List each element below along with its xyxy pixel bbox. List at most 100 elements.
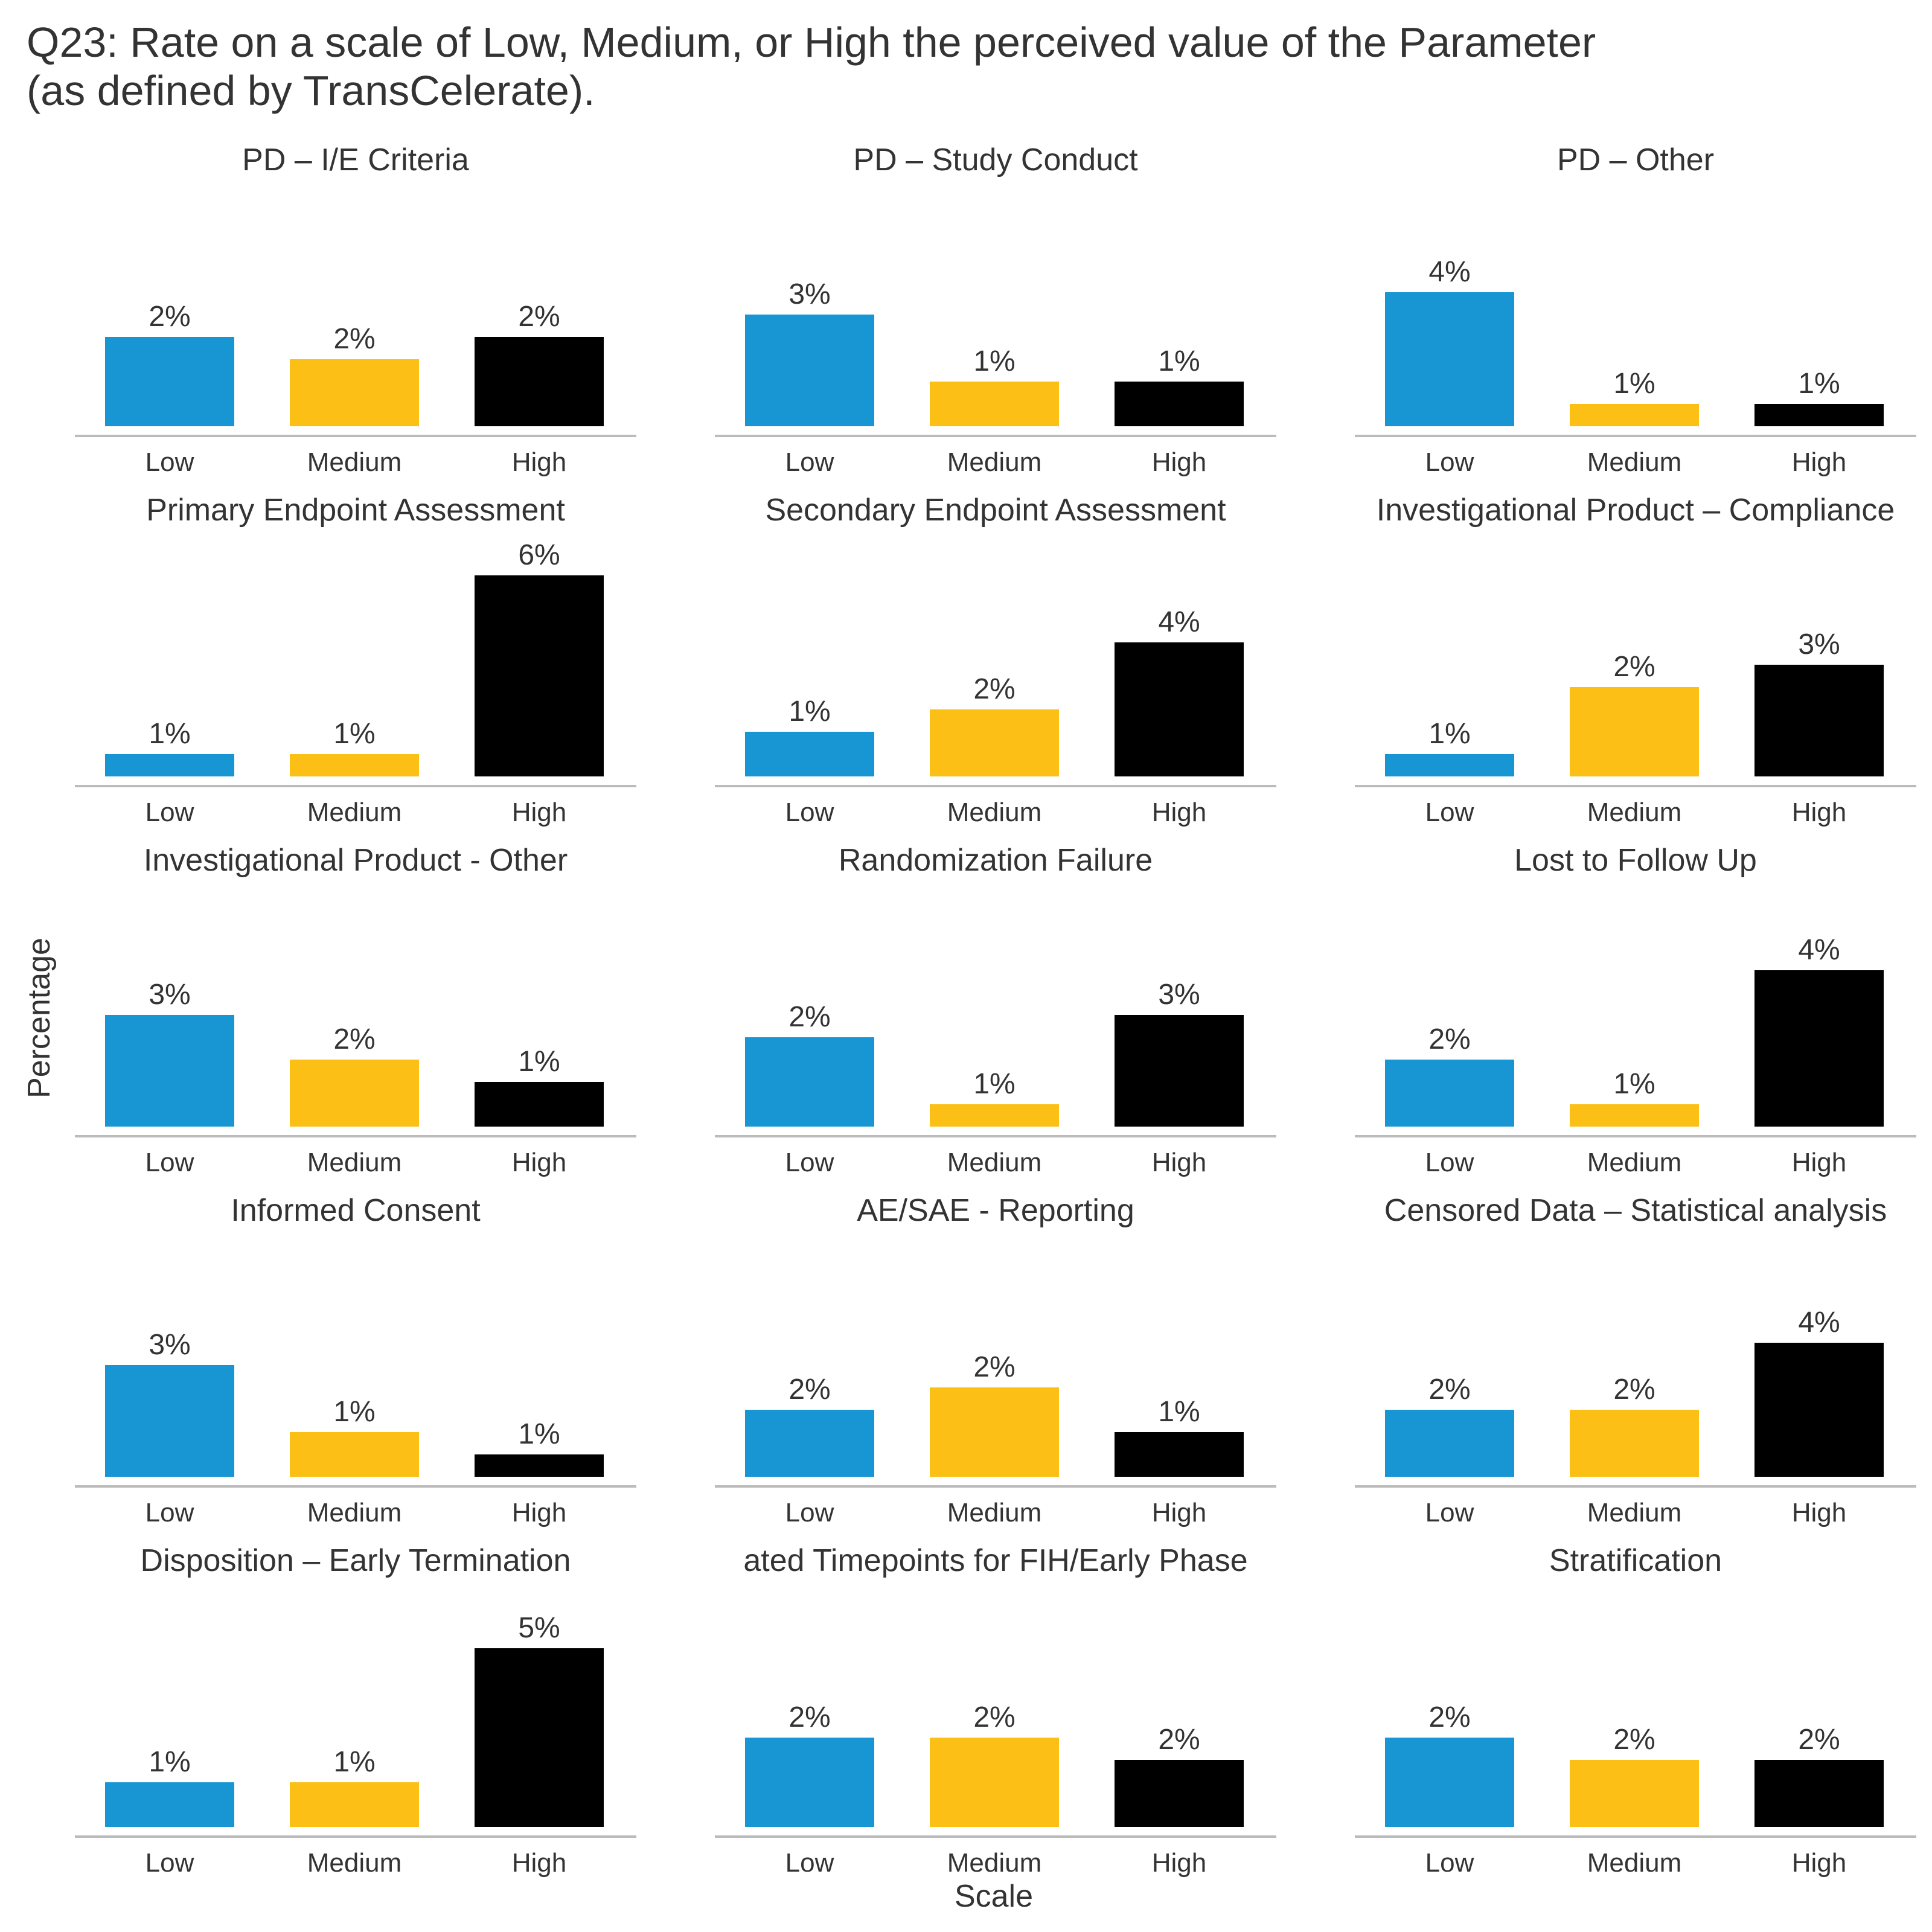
panel-title: Investigational Product - Other: [144, 843, 568, 878]
panel-ae-sae-reporting: AE/SAE - Reporting 2% Low 2% Medium 1% High: [715, 1193, 1276, 1527]
panel-informed-consent: Informed Consent 3% Low 1% Medium 1% High: [75, 1193, 636, 1527]
panel-pd-study-conduct: PD – Study Conduct 3% Low 1% Medium 1% High: [715, 142, 1276, 477]
panel-title: Censored Data – Statistical analysis: [1384, 1193, 1887, 1228]
bar-high: [1115, 642, 1244, 776]
panel-title: Secondary Endpoint Assessment: [765, 493, 1226, 528]
data-label-medium: 2%: [333, 1023, 375, 1055]
x-tick-label-high: High: [1792, 798, 1847, 827]
data-label-high: 1%: [1158, 345, 1200, 377]
bar-low: [1385, 1738, 1514, 1827]
bar-low: [1385, 1060, 1514, 1127]
data-label-low: 3%: [149, 979, 190, 1011]
x-tick-label-high: High: [512, 1148, 567, 1177]
bar-low: [105, 337, 234, 426]
panel-title: PD – Other: [1557, 142, 1714, 178]
bar-high: [1115, 1015, 1244, 1127]
x-tick-label-high: High: [1152, 1848, 1207, 1878]
bar-low: [1385, 754, 1514, 776]
data-label-high: 6%: [518, 539, 560, 571]
data-label-high: 2%: [518, 301, 560, 333]
x-tick-label-low: Low: [785, 1498, 834, 1527]
bar-high: [475, 1648, 604, 1827]
x-tick-label-medium: Medium: [1587, 1848, 1682, 1878]
x-tick-label-low: Low: [785, 798, 834, 827]
data-label-medium: 1%: [973, 345, 1015, 377]
x-tick-label-high: High: [1152, 447, 1207, 477]
data-label-high: 3%: [1798, 629, 1840, 661]
panel-title: Randomization Failure: [839, 843, 1153, 878]
bar-low: [105, 1015, 234, 1127]
panel-title: Disposition – Early Termination: [141, 1543, 571, 1578]
panel-randomization-failure: Randomization Failure 2% Low 1% Medium 3% High: [715, 843, 1276, 1177]
data-label-medium: 1%: [973, 1068, 1015, 1100]
data-label-low: 1%: [788, 696, 830, 728]
data-label-medium: 2%: [1613, 1374, 1655, 1406]
data-label-high: 2%: [1158, 1724, 1200, 1756]
panel-title: PD – Study Conduct: [853, 142, 1138, 178]
x-tick-label-medium: Medium: [1587, 1498, 1682, 1527]
y-axis-title: Percentage: [22, 938, 57, 1098]
data-label-medium: 2%: [973, 1351, 1015, 1383]
data-label-medium: 2%: [973, 673, 1015, 705]
bar-medium: [290, 1782, 419, 1827]
x-tick-label-high: High: [1152, 1148, 1207, 1177]
data-label-low: 2%: [788, 1374, 830, 1406]
bar-medium: [290, 1060, 419, 1127]
x-tick-label-high: High: [512, 1498, 567, 1527]
bar-low: [1385, 292, 1514, 426]
bar-high: [475, 1082, 604, 1127]
x-tick-label-medium: Medium: [307, 1848, 402, 1878]
bar-medium: [930, 382, 1059, 426]
data-label-high: 1%: [1158, 1396, 1200, 1428]
panel-title: PD – I/E Criteria: [242, 142, 469, 178]
x-tick-label-medium: Medium: [1587, 1148, 1682, 1177]
panel-censored-data-statistical-analysis: Censored Data – Statistical analysis 2% Lo…: [1355, 1193, 1916, 1527]
panel-lost-to-follow-up: Lost to Follow Up 2% Low 1% Medium 4% High: [1355, 843, 1916, 1177]
bar-high: [1754, 665, 1884, 776]
bar-low: [745, 1037, 874, 1127]
x-tick-label-high: High: [512, 447, 567, 477]
bar-medium: [1570, 1410, 1699, 1477]
bar-medium: [1570, 404, 1699, 426]
x-tick-label-low: Low: [146, 1498, 194, 1527]
bar-medium: [290, 1432, 419, 1477]
panel-secondary-endpoint-assessment: Secondary Endpoint Assessment 1% Low 2% Medi…: [715, 493, 1276, 827]
x-tick-label-medium: Medium: [947, 1498, 1042, 1527]
bar-high: [1115, 1432, 1244, 1477]
bar-high: [475, 575, 604, 776]
data-label-low: 2%: [788, 1001, 830, 1033]
bar-high: [1754, 1343, 1884, 1477]
data-label-medium: 1%: [333, 1396, 375, 1428]
x-tick-label-high: High: [1792, 447, 1847, 477]
data-label-low: 2%: [1428, 1023, 1470, 1055]
bar-medium: [1570, 1104, 1699, 1127]
x-tick-label-low: Low: [1425, 1848, 1474, 1878]
bar-medium: [930, 1738, 1059, 1827]
bar-high: [1754, 1760, 1884, 1827]
data-label-low: 2%: [149, 301, 190, 333]
panel-title: Lost to Follow Up: [1514, 843, 1757, 878]
x-tick-label-high: High: [1792, 1498, 1847, 1527]
x-tick-label-low: Low: [1425, 798, 1474, 827]
x-tick-label-medium: Medium: [307, 798, 402, 827]
x-tick-label-low: Low: [785, 447, 834, 477]
data-label-high: 4%: [1798, 934, 1840, 966]
x-tick-label-low: Low: [146, 1148, 194, 1177]
data-label-high: 1%: [518, 1046, 560, 1078]
data-label-high: 1%: [518, 1418, 560, 1450]
x-tick-label-low: Low: [1425, 1498, 1474, 1527]
data-label-high: 4%: [1158, 606, 1200, 638]
data-label-medium: 2%: [333, 323, 375, 355]
chart-title-line-2: (as defined by TransCelerate).: [27, 67, 595, 114]
data-label-medium: 2%: [1613, 651, 1655, 683]
bar-low: [745, 732, 874, 776]
bar-medium: [930, 1387, 1059, 1477]
x-tick-label-low: Low: [1425, 447, 1474, 477]
x-tick-label-high: High: [1152, 1498, 1207, 1527]
data-label-low: 4%: [1428, 256, 1470, 288]
bar-high: [1115, 382, 1244, 426]
data-label-low: 1%: [1428, 718, 1470, 750]
bar-high: [475, 1454, 604, 1477]
data-label-low: 2%: [1428, 1374, 1470, 1406]
panel-ated-timepoints-for-fih-early-phase: ated Timepoints for FIH/Early Phase 2% Low…: [715, 1543, 1276, 1878]
